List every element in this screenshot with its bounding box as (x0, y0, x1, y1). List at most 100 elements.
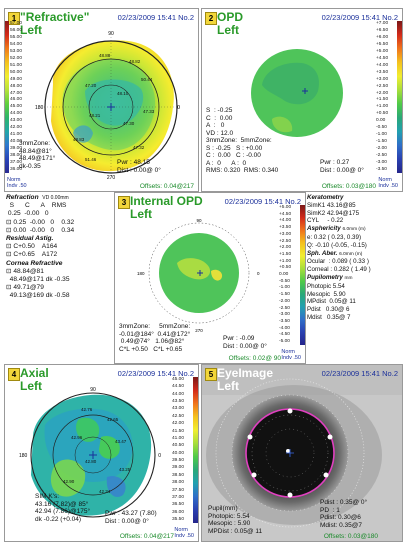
scale-tick-label: 41.00 (10, 132, 23, 138)
svg-text:270: 270 (195, 328, 203, 333)
map-value-label: 48.83 (73, 137, 85, 142)
eye-image-panel[interactable]: 5 EyeImage Left 02/23/2009 15:41 No.2 P (201, 364, 403, 542)
scale-tick-label: +2.50 (279, 238, 292, 244)
scale-tick-label: 57.00 (10, 21, 23, 26)
scale-tick-label: 52.00 (10, 55, 23, 61)
refractive-zone-values: 3mmZone: 48.84@81° 48.49@171° dk-0.35 (19, 140, 56, 170)
internal-zone-values: 3mmZone: 5mmZone: -0.01@184° 0.41@172° 0… (119, 323, 191, 353)
internal-opd-panel[interactable]: 3 Internal OPD Left 02/23/2009 15:41 No.… (114, 192, 306, 364)
opd-map-panel[interactable]: 2 OPD Left 02/23/2009 15:41 No.2 +7.00 +6… (201, 8, 403, 192)
scale-tick-label: 54.00 (10, 41, 23, 47)
exam-date: 02/23/2009 15:41 No.2 (321, 13, 398, 22)
scale-tick-label: 36.50 (172, 502, 185, 508)
scale-tick-label: -4.50 (279, 332, 290, 338)
scale-tick-label: 47.00 (10, 90, 23, 96)
color-scale: +5.00 +4.50 +4.00 +3.50 +3.00 +2.50 +2.00 +1.50… (279, 205, 305, 345)
table-row: ⊡ 49.71@79 (6, 284, 44, 292)
color-scale: +7.00 +6.50 +6.00 +5.50 +5.00 +4.50 +4.00 +3.50… (376, 21, 402, 173)
table-row: ⊡ 0.25 -0.00 0 0.32 (6, 218, 75, 226)
map-value-label: 42.90 (63, 479, 75, 484)
internal-opd-map[interactable]: 90 180 0 270 (137, 217, 267, 335)
svg-text:180: 180 (35, 105, 44, 111)
offsets-readout: Offsets: 0.04@217 (139, 183, 194, 190)
list-item: Q: -0.10 (-0.05, -0.15) (307, 241, 367, 249)
axial-topography-map[interactable]: 90 180 0 42.76 42.65 42.96 43.47 42.80 43.25 4… (15, 385, 165, 525)
scale-tick-label: 0.00 (376, 118, 386, 124)
svg-text:0: 0 (257, 271, 260, 276)
scale-tick-label: 42.00 (10, 125, 23, 131)
scale-tick-label: 50.00 (10, 69, 23, 75)
scale-tick-label: 44.00 (10, 111, 23, 117)
map-value-label: 47.33 (143, 109, 155, 114)
sim-k-values: SIM K's: 43.16 (7.82)@ 85° 42.94 (7.86)@… (35, 493, 91, 523)
svg-text:270: 270 (107, 175, 116, 179)
refractive-topography-map[interactable]: 90 0 180 270 48.88 48.82 47.20 50.44 48.10 47… (33, 29, 183, 179)
panel-eye-side: Left (217, 379, 239, 393)
pupil-values: Pupil(mm) Photopic: 5.54 Mesopic : 5.90 … (208, 505, 263, 535)
scale-tick-label: 39.00 (172, 465, 185, 471)
list-item: Photopic 5.54 (307, 282, 345, 290)
map-value-label: 51.46 (85, 157, 97, 162)
panel-eye-side: Left (217, 23, 239, 37)
exam-date: 02/23/2009 15:41 No.2 (224, 197, 301, 206)
scale-tick-label: 37.50 (172, 487, 185, 493)
section-title: Refraction (6, 194, 39, 201)
scale-tick-label: 42.00 (172, 421, 185, 427)
scale-tick-label: -1.50 (279, 292, 290, 298)
table-row: 0.25 -0.00 0 (6, 210, 49, 218)
panel-number-badge: 5 (205, 368, 217, 381)
panel-number-badge: 1 (8, 12, 20, 25)
scale-tick-label: 55.00 (10, 34, 23, 40)
list-item: Ocular : 0.089 ( 0.33 ) (307, 258, 369, 266)
list-item: Mesopic 5.90 (307, 290, 346, 298)
section-title: Sph. Aber. (307, 249, 338, 257)
scale-tick-label: 43.00 (10, 118, 23, 124)
refractive-map-panel[interactable]: 1 "Refractive" Left 02/23/2009 15:41 No.… (4, 8, 199, 192)
scale-tick-label: 37.00 (172, 494, 185, 500)
scale-tick-label: +3.50 (376, 69, 389, 75)
opd-values: S : -0.25 C : 0.00 A : 0 VD : 12.0 3mmZo… (206, 107, 279, 174)
panel-eye-side: Left (20, 23, 42, 37)
scale-tick-label: -1.50 (376, 139, 387, 145)
map-value-label: 42.76 (81, 407, 93, 412)
scale-tick-label: +4.00 (279, 218, 292, 224)
scale-tick-label: -2.00 (376, 146, 387, 152)
pupil-distance-values: Pdist : 0.35@ 0° PD : 1 Pdist: 0.30@6 Md… (320, 499, 368, 529)
table-row: 48.49@171 dk -0.35 (6, 276, 70, 284)
scale-tick-label: 38.50 (172, 472, 185, 478)
map-value-label: 47.32 (133, 145, 145, 150)
norm-indicator: Norm Indv .50 (7, 177, 27, 189)
opd-wavefront-map[interactable] (232, 35, 362, 155)
axial-power-readout: Pwr : 43.27 (7.80) Dist : 0.00@ 0° (105, 510, 157, 525)
list-item: Corneal : 0.282 ( 1.49 ) (307, 266, 371, 274)
scale-tick-label: 56.00 (10, 27, 23, 33)
table-row: ⊡ C+0.65 A172 (6, 251, 58, 259)
scale-tick-label: 45.00 (10, 104, 23, 110)
axial-map-panel[interactable]: 4 Axial Left 02/23/2009 15:41 No.2 45.00… (4, 364, 199, 542)
section-title: Asphericity (307, 225, 341, 233)
offsets-readout: Offsets: 0.03@180 (323, 533, 378, 540)
internal-power-readout: Pwr : -0.09 Dist : 0.00@ 0° (223, 335, 267, 350)
scale-tick-label: +3.00 (279, 231, 292, 237)
table-row: 49.13@169 dk -0.58 (6, 292, 70, 300)
eye-photo[interactable] (202, 365, 402, 541)
scale-tick-label: +5.00 (279, 205, 292, 210)
scale-tick-label: -3.50 (376, 167, 387, 172)
offsets-readout: Offsets: 0.02@ 90 (228, 355, 281, 362)
list-item: Pdist 0.30@ 6 (307, 306, 350, 314)
norm-indicator: Norm Indv .50 (378, 177, 398, 189)
table-header: S C A RMS (6, 202, 67, 210)
scale-tick-label: -1.00 (376, 132, 387, 138)
scale-tick-label: -1.00 (279, 285, 290, 291)
map-value-label: 48.88 (99, 53, 111, 58)
scale-tick-label: 44.50 (172, 384, 185, 390)
scale-tick-label: 40.50 (172, 443, 185, 449)
svg-text:0: 0 (177, 105, 180, 111)
panel-eye-side: Left (130, 207, 152, 221)
svg-text:0: 0 (158, 453, 161, 459)
list-item: SimK1 43.16@85 (307, 201, 356, 209)
scale-tick-label: 0.00 (279, 272, 289, 277)
scale-tick-label: +1.50 (376, 97, 389, 103)
panel-number-badge: 2 (205, 12, 217, 25)
scale-tick-label: +5.50 (376, 41, 389, 47)
